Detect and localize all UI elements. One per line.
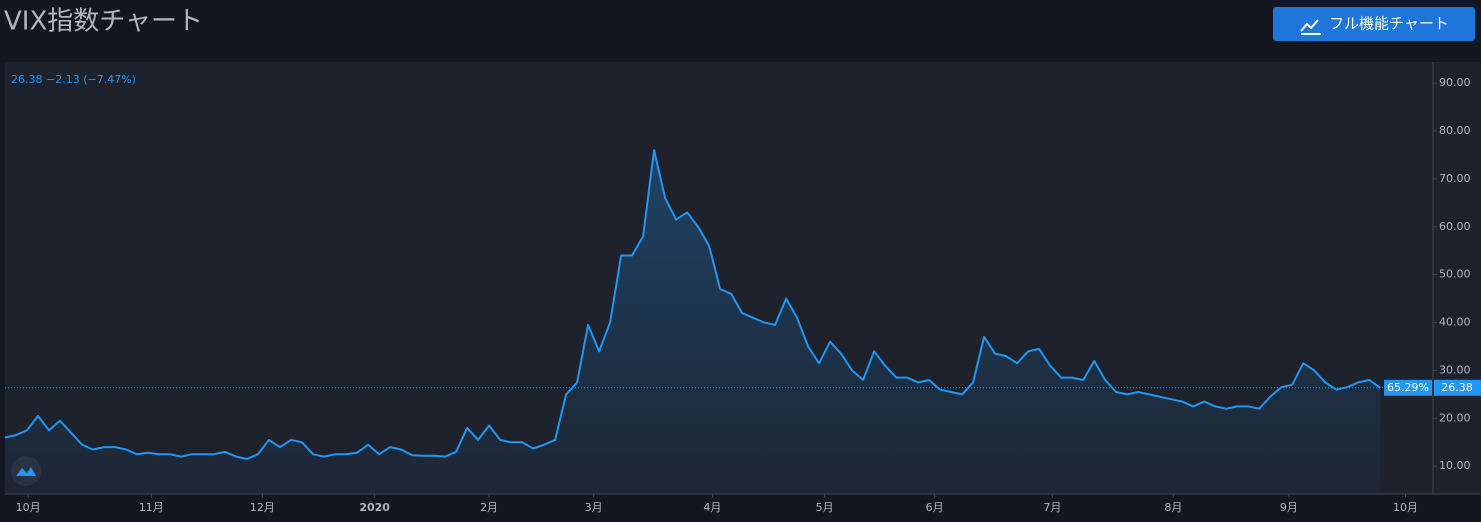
- x-tick-label: 7月: [1043, 501, 1061, 514]
- y-tick-label: 90.00: [1439, 76, 1471, 89]
- last-badge: [1434, 379, 1481, 396]
- x-tick-label: 4月: [703, 501, 721, 514]
- y-tick-label: 60.00: [1439, 220, 1471, 233]
- x-tick-label: 6月: [926, 501, 944, 514]
- x-tick-label: 2020: [359, 501, 390, 514]
- y-tick-label: 30.00: [1439, 363, 1471, 376]
- percent-badge: [1384, 379, 1432, 396]
- y-axis-area: [1433, 62, 1481, 494]
- last-label: 26.38: [1441, 381, 1473, 394]
- line: [4, 149, 1381, 460]
- y-tick-label: 50.00: [1439, 268, 1471, 281]
- x-tick-label: 10月: [16, 501, 41, 514]
- x-tick-label: 9月: [1280, 501, 1298, 514]
- x-tick-label: 12月: [250, 501, 275, 514]
- y-tick-label: 20.00: [1439, 411, 1471, 424]
- x-tick-label: 2月: [480, 501, 498, 514]
- full-chart-button[interactable]: フル機能チャート: [1273, 7, 1475, 41]
- button-bg[interactable]: [1273, 7, 1475, 41]
- y-tick-label: 70.00: [1439, 172, 1471, 185]
- y-tick-label: 40.00: [1439, 316, 1471, 329]
- x-tick-label: 10月: [1393, 501, 1418, 514]
- area: [5, 150, 1381, 494]
- x-tick-label: 3月: [585, 501, 603, 514]
- x-tick-label: 11月: [139, 501, 164, 514]
- legend-text: 26.38 −2.13 (−7.47%): [11, 73, 136, 86]
- y-tick-label: 10.00: [1439, 459, 1471, 472]
- button-icon: [1300, 19, 1321, 35]
- x-tick-label: 5月: [816, 501, 834, 514]
- button-label[interactable]: フル機能チャート: [1329, 15, 1449, 33]
- percent-label: 65.29%: [1387, 381, 1429, 394]
- y-tick-label: 80.00: [1439, 124, 1471, 137]
- chart-title: VIX指数チャート: [4, 7, 203, 37]
- x-tick-label: 8月: [1164, 501, 1182, 514]
